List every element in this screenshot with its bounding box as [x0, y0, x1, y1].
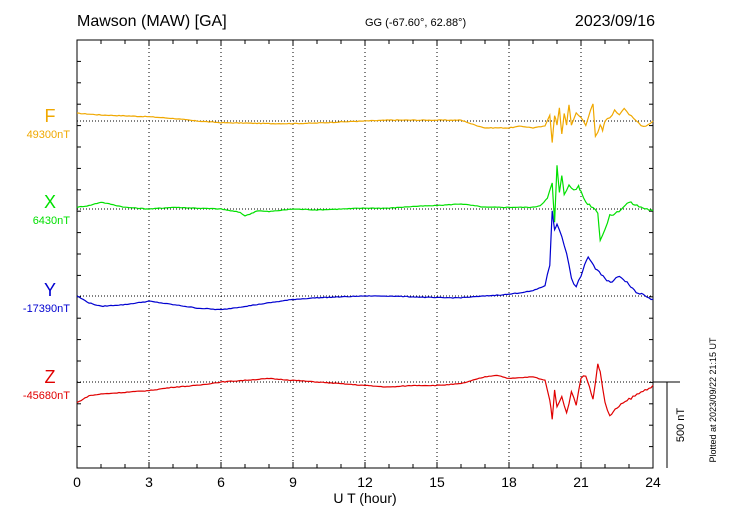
x-axis-label: U T (hour) — [333, 490, 396, 506]
plotted-at-note: Plotted at 2023/09/22 21:15 UT — [708, 337, 718, 463]
x-tick-label: 15 — [429, 474, 445, 490]
baseline-value-y: -17390nT — [23, 303, 70, 315]
x-tick-label: 24 — [645, 474, 661, 490]
baseline-value-z: -45680nT — [23, 390, 70, 402]
series-label-y: Y — [44, 280, 56, 300]
series-label-z: Z — [45, 367, 56, 387]
x-tick-label: 12 — [357, 474, 373, 490]
x-tick-label: 21 — [573, 474, 589, 490]
series-line-y — [76, 210, 654, 311]
chart-date: 2023/09/16 — [575, 13, 655, 30]
x-tick-labels: 0 3 6 9 12 15 18 21 24 — [73, 474, 661, 490]
series-line-f — [76, 103, 654, 143]
series-label-x: X — [44, 192, 56, 212]
grid-lines — [148, 40, 582, 468]
baseline-value-f: 49300nT — [27, 129, 71, 141]
series-lines — [76, 103, 654, 420]
baseline-value-x: 6430nT — [33, 215, 71, 227]
x-tick-label: 3 — [145, 474, 153, 490]
station-coordinates: GG (-67.60°, 62.88°) — [365, 17, 466, 29]
x-tick-label: 18 — [501, 474, 517, 490]
station-title: Mawson (MAW) [GA] — [77, 13, 227, 30]
scale-bar-label: 500 nT — [675, 408, 687, 443]
series-labels: F 49300nT X 6430nT Y -17390nT Z -45680nT — [23, 106, 70, 402]
x-tick-label: 0 — [73, 474, 81, 490]
series-line-z — [76, 363, 654, 420]
series-line-x — [76, 165, 654, 243]
x-tick-label: 6 — [217, 474, 225, 490]
axis-ticks — [76, 39, 654, 469]
x-tick-label: 9 — [289, 474, 297, 490]
series-label-f: F — [45, 106, 56, 126]
